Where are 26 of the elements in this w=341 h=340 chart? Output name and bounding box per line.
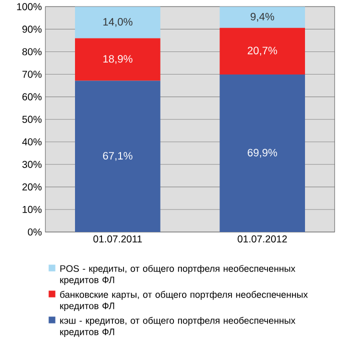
bar [220,28,306,74]
data-label: 18,9% [103,55,132,64]
data-label: 20,7% [248,46,278,56]
bar [220,6,306,28]
data-label: 9,4% [250,12,274,22]
y-tick-label: 80% [22,48,42,56]
legend-label: кэш - кредитов, от общего портфеля необеспеченных кредитов ФЛ [60,316,296,338]
y-tick-label: 70% [22,70,42,78]
bar [75,6,160,38]
y-tick-label: 20% [22,183,42,190]
data-label: 14,0% [103,18,132,27]
data-label: 69,9% [248,148,278,158]
y-tick-label: 30% [22,160,42,168]
bar [75,38,160,81]
bar [75,80,160,232]
data-label: 67,1% [103,152,132,161]
x-tick-label: 01.07.2012 [238,235,287,242]
bar [220,74,306,232]
y-tick-label: 10% [22,206,42,214]
y-tick-label: 40% [22,138,42,146]
y-tick-label: 50% [22,116,42,123]
y-tick-label: 90% [22,26,42,33]
y-tick-label: 60% [22,93,42,100]
x-tick-label: 01.07.2011 [93,235,142,242]
y-tick-label: 0% [28,228,42,236]
y-tick-label: 100% [17,3,42,10]
